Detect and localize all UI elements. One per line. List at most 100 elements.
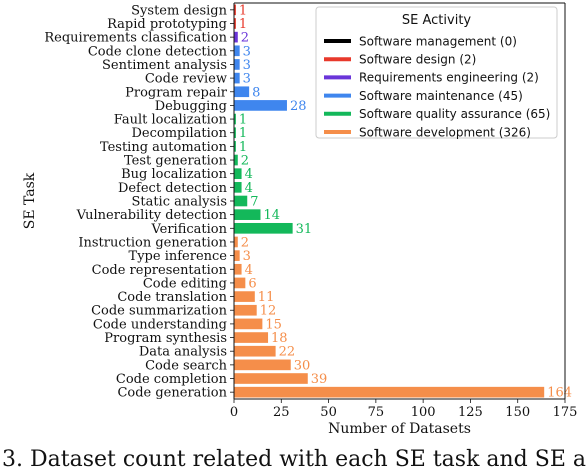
category-label-code-generation: Code generation <box>117 386 227 401</box>
category-label-requirements-classification: Requirements classification <box>44 31 227 46</box>
value-label-code-translation: 11 <box>258 290 275 305</box>
legend-title: SE Activity <box>402 13 472 28</box>
category-label-program-repair: Program repair <box>125 85 228 100</box>
value-label-sentiment-analysis: 3 <box>243 58 251 73</box>
bars-group <box>234 4 545 398</box>
value-label-static-analysis: 7 <box>250 195 258 210</box>
value-label-fault-localization: 1 <box>239 113 247 128</box>
bar-vulnerability-detection <box>234 209 261 220</box>
value-label-program-synthesis: 18 <box>271 331 288 346</box>
category-label-vulnerability-detection: Vulnerability detection <box>76 208 228 223</box>
category-label-code-editing: Code editing <box>143 276 227 291</box>
value-label-data-analysis: 22 <box>279 345 296 360</box>
bar-fault-localization <box>234 113 236 125</box>
x-tick-label-100: 100 <box>411 405 436 420</box>
category-label-code-search: Code search <box>145 358 228 373</box>
bar-instruction-generation <box>234 236 238 248</box>
category-label-fault-localization: Fault localization <box>114 113 228 128</box>
category-label-code-understanding: Code understanding <box>93 317 227 332</box>
value-label-defect-detection: 4 <box>245 181 253 196</box>
value-label-vulnerability-detection: 14 <box>263 208 280 223</box>
x-tick-label-125: 125 <box>458 405 483 420</box>
value-label-debugging: 28 <box>290 99 307 114</box>
bar-debugging <box>234 100 287 111</box>
category-label-code-completion: Code completion <box>116 372 228 387</box>
category-label-debugging: Debugging <box>155 99 227 114</box>
x-tick-label-75: 75 <box>368 405 385 420</box>
y-axis-title: SE Task <box>22 172 38 229</box>
x-tick-label-150: 150 <box>505 405 530 420</box>
category-label-testing-automation: Testing automation <box>100 140 228 155</box>
legend-label-development: Software development (326) <box>359 125 531 139</box>
legend-label-design: Software design (2) <box>359 53 476 67</box>
value-label-code-completion: 39 <box>311 372 328 387</box>
value-label-program-repair: 8 <box>252 85 260 100</box>
category-label-code-translation: Code translation <box>117 290 227 305</box>
bar-rapid-prototyping <box>234 18 236 29</box>
bar-code-search <box>234 359 291 371</box>
x-tick-label-175: 175 <box>553 405 578 420</box>
x-tick-label-25: 25 <box>273 405 290 420</box>
bar-data-analysis <box>234 345 276 357</box>
value-label-bug-localization: 4 <box>245 167 253 182</box>
value-label-requirements-classification: 2 <box>241 31 249 46</box>
legend: SE Activity Software management (0)Softw… <box>315 6 558 139</box>
category-label-instruction-generation: Instruction generation <box>78 235 227 250</box>
category-label-system-design: System design <box>131 3 227 18</box>
legend-label-maintenance: Software maintenance (45) <box>359 89 523 103</box>
value-label-code-generation: 164 <box>547 386 572 401</box>
value-label-code-editing: 6 <box>248 276 256 291</box>
category-label-program-synthesis: Program synthesis <box>104 331 227 346</box>
bar-testing-automation <box>234 141 236 152</box>
bar-code-completion <box>234 373 308 384</box>
bar-program-synthesis <box>234 332 269 343</box>
figure-caption: 3. Dataset count related with each SE ta… <box>2 447 586 468</box>
value-label-code-review: 3 <box>243 72 251 87</box>
bar-bug-localization <box>234 168 242 180</box>
value-label-testing-automation: 1 <box>239 140 247 155</box>
value-label-rapid-prototyping: 1 <box>239 17 247 32</box>
x-tick-label-0: 0 <box>230 405 238 420</box>
bar-program-repair <box>234 86 250 98</box>
legend-label-management: Software management (0) <box>359 34 517 48</box>
category-label-test-generation: Test generation <box>124 154 228 169</box>
value-label-type-inference: 3 <box>243 249 251 264</box>
value-label-system-design: 1 <box>239 3 247 18</box>
value-label-code-understanding: 15 <box>265 317 282 332</box>
value-label-test-generation: 2 <box>241 154 249 169</box>
value-labels: 1123338281112447143123461112151822303916… <box>239 3 572 400</box>
category-label-decompilation: Decompilation <box>131 126 227 141</box>
value-label-verification: 31 <box>296 222 313 237</box>
value-label-instruction-generation: 2 <box>241 235 249 250</box>
bar-code-understanding <box>234 318 263 330</box>
bar-decompilation <box>234 127 236 139</box>
legend-entries: Software management (0) Software design (… <box>324 34 550 139</box>
bar-code-translation <box>234 291 255 302</box>
category-label-type-inference: Type inference <box>129 249 228 264</box>
category-label-static-analysis: Static analysis <box>131 195 227 210</box>
value-label-code-representation: 4 <box>245 263 253 278</box>
legend-label-requirements: Requirements engineering (2) <box>359 71 539 85</box>
legend-label-quality: Software quality assurance (65) <box>359 107 550 121</box>
bar-code-clone-detection <box>234 45 240 57</box>
category-label-code-review: Code review <box>145 72 227 87</box>
legend-box <box>315 6 558 139</box>
x-tick-label-50: 50 <box>320 405 337 420</box>
category-label-defect-detection: Defect detection <box>118 181 228 196</box>
value-label-code-search: 30 <box>294 358 311 373</box>
value-label-code-summarization: 12 <box>260 304 277 319</box>
value-label-code-clone-detection: 3 <box>243 44 251 59</box>
bar-type-inference <box>234 250 240 261</box>
category-label-rapid-prototyping: Rapid prototyping <box>107 17 227 32</box>
category-label-sentiment-analysis: Sentiment analysis <box>102 58 227 73</box>
bar-sentiment-analysis <box>234 59 240 70</box>
axes-group: 0 25 50 75 100 125 150 175 <box>230 2 578 420</box>
bar-verification <box>234 222 293 234</box>
category-label-code-summarization: Code summarization <box>91 304 228 319</box>
category-label-data-analysis: Data analysis <box>139 345 227 360</box>
value-label-decompilation: 1 <box>239 126 247 141</box>
bar-requirements-classification <box>234 31 238 43</box>
